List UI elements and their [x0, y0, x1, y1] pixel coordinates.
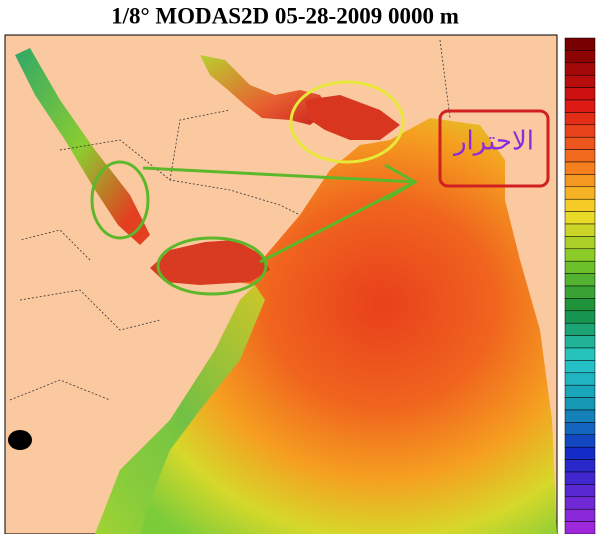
somali-coast-water: [95, 285, 265, 534]
map: [4, 34, 558, 534]
green-circle: [156, 236, 268, 296]
color-bar-step: [564, 322, 596, 336]
color-bar-step: [564, 372, 596, 386]
borders: [9, 39, 451, 401]
arabian-sea: [95, 118, 557, 534]
color-bar-step: [564, 198, 596, 212]
color-bar-step: [564, 459, 596, 473]
color-bar-step: [564, 87, 596, 101]
yellow-circle: [289, 80, 405, 164]
gulf-of-aden: [150, 240, 270, 285]
arrow-line: [259, 180, 416, 264]
color-bar-step: [564, 508, 596, 522]
persian-gulf: [200, 55, 330, 125]
color-bar: [564, 37, 596, 534]
label-box: [438, 109, 550, 188]
color-bar-step: [564, 521, 596, 534]
color-bar-step: [564, 112, 596, 126]
border: [19, 289, 161, 331]
color-bar-step: [564, 335, 596, 349]
color-bar-step: [564, 50, 596, 64]
color-bar-step: [564, 422, 596, 436]
map-title: 1/8° MODAS2D 05-28-2009 0000 m: [111, 3, 459, 28]
color-bar-step: [564, 273, 596, 287]
color-bar-step: [564, 236, 596, 250]
color-bar-step: [564, 149, 596, 163]
color-bar-step: [564, 124, 596, 138]
border: [439, 39, 451, 119]
color-bar-step: [564, 136, 596, 150]
color-bar-step: [564, 99, 596, 113]
color-bar-step: [564, 471, 596, 485]
color-bar-step: [564, 384, 596, 398]
annotations: [90, 80, 550, 296]
color-bar-step: [564, 186, 596, 200]
annotation-label: الاحترار: [452, 127, 534, 157]
border: [169, 109, 231, 181]
arrow-head: [384, 163, 418, 202]
color-bar-step: [564, 484, 596, 498]
color-bar-step: [564, 446, 596, 460]
color-bar-step: [564, 62, 596, 76]
color-bar-step: [564, 260, 596, 274]
color-bar-step: [564, 285, 596, 299]
green-circle: [90, 160, 150, 240]
color-bar-step: [564, 161, 596, 175]
color-bar-step: [564, 409, 596, 423]
color-bar-step: [564, 347, 596, 361]
color-bar-step: [564, 496, 596, 510]
color-bar-step: [564, 211, 596, 225]
color-bar-step: [564, 174, 596, 188]
color-bar-step: [564, 434, 596, 448]
color-bar-step: [564, 223, 596, 237]
arrow-line: [142, 166, 416, 184]
border: [19, 229, 91, 261]
red-sea: [15, 48, 150, 245]
color-bar-step: [564, 310, 596, 324]
color-bar-step: [564, 248, 596, 262]
color-bar-step: [564, 74, 596, 88]
color-bar-step: [564, 397, 596, 411]
border: [9, 379, 111, 401]
gulf-of-oman: [305, 95, 400, 140]
border: [59, 139, 301, 216]
color-bar-step: [564, 37, 596, 51]
lake: [8, 430, 32, 450]
color-bar-step: [564, 298, 596, 312]
color-bar-step: [564, 360, 596, 374]
